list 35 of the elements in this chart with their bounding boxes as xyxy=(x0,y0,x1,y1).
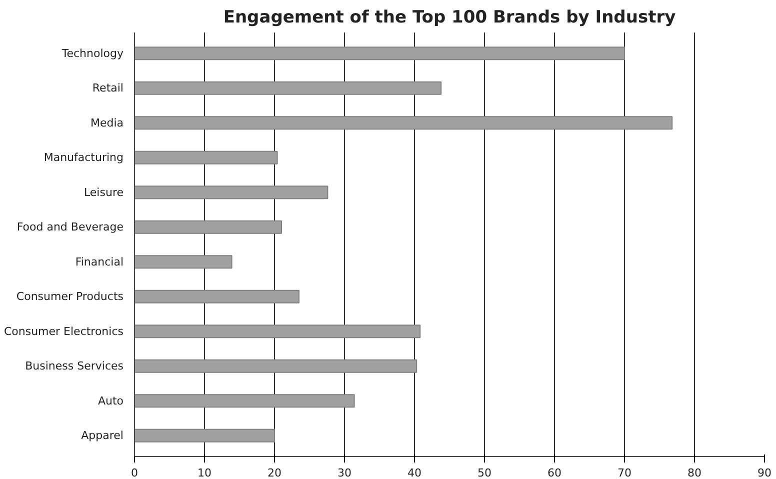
bar xyxy=(134,359,418,373)
y-tick-label: Business Services xyxy=(25,360,124,373)
y-tick-label: Manufacturing xyxy=(44,151,124,164)
bar xyxy=(134,394,355,408)
bar xyxy=(134,186,328,200)
x-tick-label: 0 xyxy=(131,466,138,479)
x-tick-label: 60 xyxy=(548,466,562,479)
chart-title: Engagement of the Top 100 Brands by Industry xyxy=(223,8,676,28)
bar xyxy=(134,255,232,269)
bar xyxy=(134,220,282,234)
y-tick-label: Food and Beverage xyxy=(16,220,124,234)
bar xyxy=(134,81,442,95)
bar xyxy=(134,116,673,130)
bar xyxy=(134,46,625,60)
bar xyxy=(134,428,275,442)
bar xyxy=(134,290,300,304)
x-tick-label: 10 xyxy=(198,466,212,479)
y-tick-label: Media xyxy=(90,116,124,130)
bar xyxy=(134,324,421,338)
y-tick-label: Apparel xyxy=(81,429,124,442)
x-tick-label: 80 xyxy=(688,466,702,479)
x-tick-label: 20 xyxy=(268,466,282,479)
y-tick-label: Consumer Electronics xyxy=(4,324,124,338)
y-tick-label: Consumer Products xyxy=(16,290,124,304)
x-tick-label: 90 xyxy=(758,466,772,479)
bar xyxy=(134,150,278,164)
y-tick-label: Auto xyxy=(98,394,124,408)
y-tick-label: Technology xyxy=(60,46,124,60)
y-tick-label: Retail xyxy=(92,82,124,95)
y-tick-label: Financial xyxy=(75,255,124,268)
y-tick-label: Leisure xyxy=(84,186,124,199)
x-tick-label: 50 xyxy=(478,466,492,479)
x-tick-label: 30 xyxy=(338,466,352,479)
x-tick-label: 40 xyxy=(408,466,422,479)
x-tick-label: 70 xyxy=(618,466,632,479)
